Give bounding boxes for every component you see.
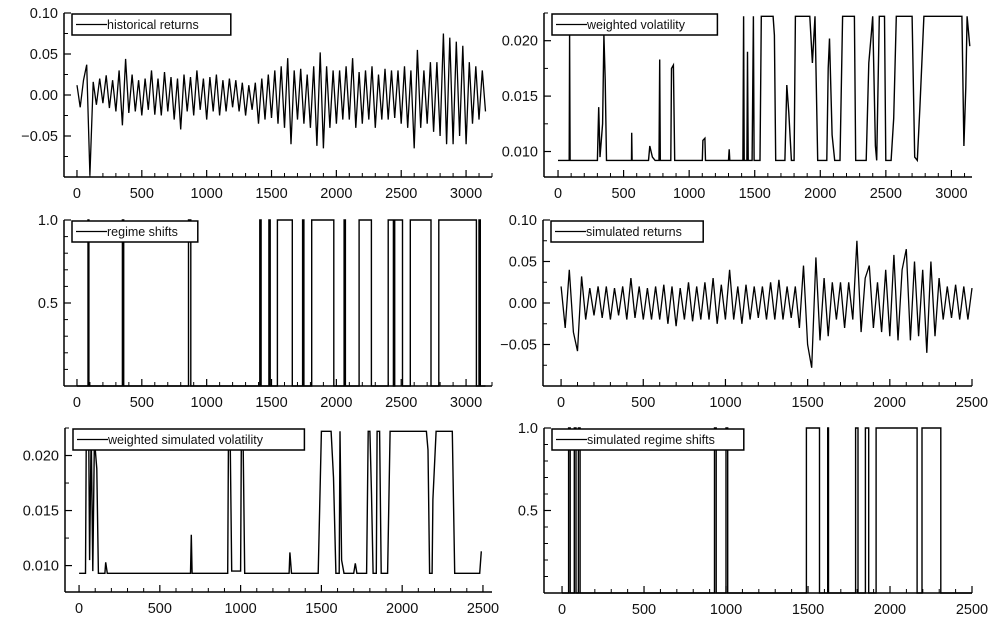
x-tick-label: 0 xyxy=(554,186,562,202)
y-tick-label: 1.0 xyxy=(518,421,538,437)
legend: regime shifts xyxy=(71,220,199,243)
y-tick-label: 1.0 xyxy=(38,213,58,229)
legend-label: weighted simulated volatility xyxy=(107,433,264,447)
y-tick-label: 0.5 xyxy=(38,296,58,312)
x-tick-label: 500 xyxy=(611,186,635,202)
legend: simulated regime shifts xyxy=(551,428,745,451)
x-tick-label: 1000 xyxy=(191,395,223,411)
legend-label: simulated regime shifts xyxy=(587,433,715,447)
x-tick-label: 500 xyxy=(148,601,172,617)
x-tick-label: 2000 xyxy=(320,395,352,411)
x-tick-label: 3000 xyxy=(450,395,482,411)
x-tick-label: 2500 xyxy=(956,395,988,411)
x-tick-label: 2000 xyxy=(320,186,352,202)
legend-box xyxy=(551,13,719,36)
legend-label: simulated returns xyxy=(586,225,682,239)
legend-label: historical returns xyxy=(107,18,199,32)
series-line xyxy=(562,427,972,594)
x-tick-label: 2500 xyxy=(956,602,988,618)
y-tick-label: 0.010 xyxy=(502,145,538,161)
x-tick-label: 500 xyxy=(632,602,656,618)
legend: simulated returns xyxy=(550,220,704,243)
series-line xyxy=(558,15,971,163)
y-tick-label: 0.00 xyxy=(509,296,537,312)
legend-box xyxy=(72,428,306,451)
y-tick-label: 0.020 xyxy=(23,449,59,465)
x-tick-label: 0 xyxy=(73,186,81,202)
x-tick-label: 0 xyxy=(558,602,566,618)
y-tick-label: −0.05 xyxy=(21,129,58,145)
x-tick-label: 2500 xyxy=(385,395,417,411)
legend-label: weighted volatility xyxy=(586,18,686,32)
legend-box xyxy=(550,220,704,243)
series-line xyxy=(76,33,487,176)
x-tick-label: 1500 xyxy=(305,601,337,617)
x-tick-label: 0 xyxy=(557,395,565,411)
y-tick-label: 0.010 xyxy=(23,559,59,575)
legend-box xyxy=(71,13,232,36)
x-tick-label: 2500 xyxy=(385,186,417,202)
x-tick-label: 500 xyxy=(130,186,154,202)
legend-box xyxy=(71,220,199,243)
subplot-4: 0 500 1000 1500 2000 2500 0.10 0.05 0.00 −0.05 sim… xyxy=(500,213,988,411)
x-tick-label: 1500 xyxy=(255,186,287,202)
legend-box xyxy=(551,428,745,451)
subplot-6: 0 500 1000 1500 2000 2500 1.0 0.5 simulated regi… xyxy=(518,421,988,618)
x-tick-label: 1500 xyxy=(739,186,771,202)
x-tick-label: 2000 xyxy=(874,395,906,411)
y-tick-label: 0.10 xyxy=(509,213,537,229)
subplot-5: 0 500 1000 1500 2000 2500 0.020 0.015 0.010 weigh… xyxy=(23,427,499,617)
x-tick-label: 1000 xyxy=(709,395,741,411)
x-tick-label: 0 xyxy=(73,395,81,411)
y-tick-label: 0.015 xyxy=(23,504,59,520)
y-tick-label: 0.05 xyxy=(30,47,58,63)
legend-label: regime shifts xyxy=(107,225,178,239)
x-tick-label: 2500 xyxy=(870,186,902,202)
y-tick-label: 0.015 xyxy=(502,89,538,105)
y-tick-label: 0.5 xyxy=(518,504,538,520)
x-tick-label: 3000 xyxy=(935,186,967,202)
x-tick-label: 2000 xyxy=(386,601,418,617)
x-tick-label: 0 xyxy=(75,601,83,617)
x-tick-label: 1500 xyxy=(255,395,287,411)
x-tick-label: 1000 xyxy=(710,602,742,618)
x-tick-label: 2000 xyxy=(874,602,906,618)
subplot-2: 0 500 1000 1500 2000 2500 3000 0.020 0.015 0.010 w… xyxy=(502,12,972,202)
x-tick-label: 1000 xyxy=(191,186,223,202)
x-tick-label: 1500 xyxy=(791,395,823,411)
x-tick-label: 1500 xyxy=(792,602,824,618)
legend: weighted volatility xyxy=(551,13,719,36)
legend: historical returns xyxy=(71,13,232,36)
y-tick-label: −0.05 xyxy=(500,338,537,354)
legend: weighted simulated volatility xyxy=(72,428,306,451)
x-tick-label: 3000 xyxy=(450,186,482,202)
y-tick-label: 0.020 xyxy=(502,34,538,50)
x-tick-label: 500 xyxy=(631,395,655,411)
x-tick-label: 2500 xyxy=(467,601,499,617)
series-line xyxy=(77,219,486,387)
y-tick-label: 0.05 xyxy=(509,255,537,271)
series-line xyxy=(560,240,973,368)
y-tick-label: 0.00 xyxy=(30,88,58,104)
x-tick-label: 500 xyxy=(130,395,154,411)
subplot-3: 0 500 1000 1500 2000 2500 3000 1.0 0.5 regime shi… xyxy=(38,213,493,411)
subplot-1: 0 500 1000 1500 2000 2500 3000 0.10 0.05 0.00 −0.0… xyxy=(21,6,493,202)
x-tick-label: 2000 xyxy=(804,186,836,202)
series-line xyxy=(79,430,482,574)
y-tick-label: 0.10 xyxy=(30,6,58,22)
x-tick-label: 1000 xyxy=(673,186,705,202)
x-tick-label: 1000 xyxy=(224,601,256,617)
